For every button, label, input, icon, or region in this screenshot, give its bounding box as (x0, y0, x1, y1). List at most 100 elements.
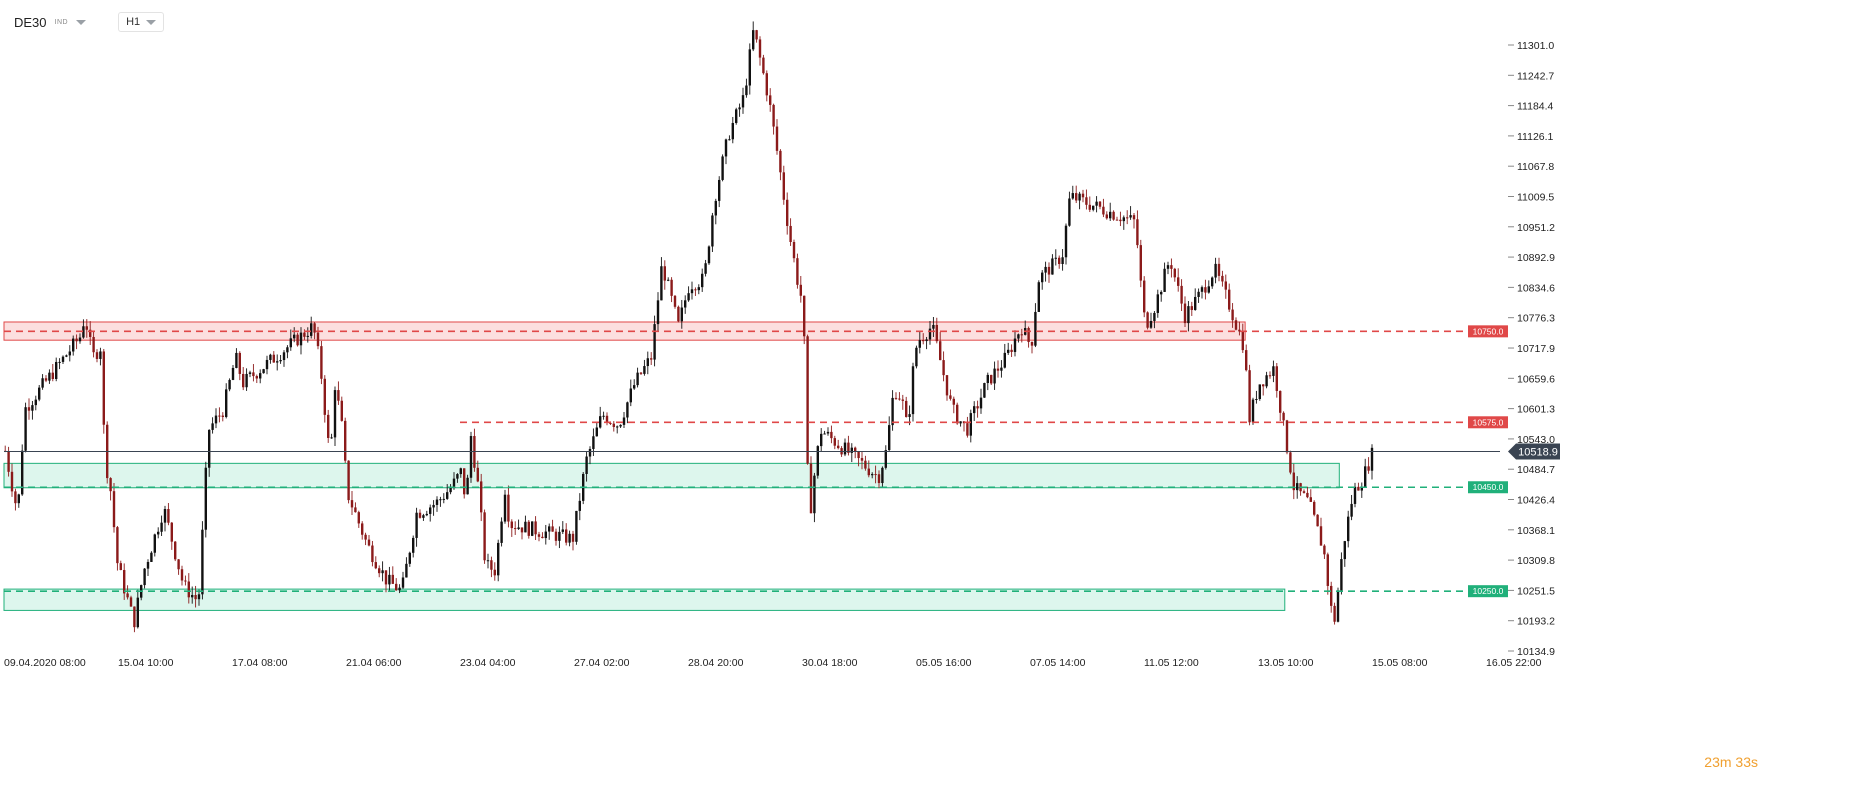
candle-body (248, 372, 252, 374)
candle-body (170, 522, 173, 542)
candle-body (663, 266, 666, 281)
candle-body (432, 504, 435, 508)
symbol-type: IND (54, 18, 69, 26)
candle-body (820, 433, 823, 447)
candle-body (571, 533, 575, 542)
candle-body (534, 521, 537, 535)
candle-body (928, 328, 932, 340)
y-tick-label: 10309.8 (1517, 555, 1555, 567)
symbol-selector[interactable]: DE30 IND (14, 15, 87, 30)
x-tick-label: 16.05 22:00 (1486, 657, 1542, 669)
candle-body (167, 508, 170, 523)
candle-body (160, 522, 163, 532)
candle-body (799, 284, 802, 296)
candle-body (1061, 257, 1064, 264)
candle-body (959, 421, 962, 424)
candle-body (503, 494, 507, 522)
candle-body (667, 279, 670, 281)
level-badge-label: 10750.0 (1473, 326, 1504, 336)
candle-body (27, 407, 31, 411)
candle-body (772, 104, 775, 127)
candle-body (527, 521, 530, 536)
y-tick-label: 11009.5 (1517, 191, 1554, 203)
candle-body (565, 529, 568, 543)
candle-body (463, 468, 466, 495)
candle-body (857, 451, 860, 459)
candle-body (1228, 289, 1231, 310)
candle-body (575, 510, 578, 542)
candle-body (180, 569, 184, 581)
candle-body (296, 334, 299, 346)
candle-body (72, 338, 75, 352)
candle-body (1238, 329, 1241, 332)
candle-body (452, 478, 456, 489)
y-tick-label: 10193.2 (1517, 616, 1555, 628)
candle-body (782, 172, 785, 200)
candle-body (1319, 526, 1323, 546)
candle-body (1020, 334, 1023, 336)
candle-body (602, 415, 605, 417)
timeframe-label: H1 (126, 16, 141, 28)
candle-body (378, 568, 381, 574)
x-tick-label: 15.05 08:00 (1372, 657, 1428, 669)
candle-body (265, 359, 269, 370)
candle-body (497, 542, 500, 576)
candle-body (1364, 466, 1367, 487)
candle-body (388, 574, 391, 585)
candle-body (626, 402, 629, 418)
level-zone-10450.0 (3, 462, 1340, 489)
candle-body (276, 361, 279, 363)
candle-body (208, 429, 211, 468)
candle-body (7, 451, 10, 472)
candle-body (85, 326, 88, 330)
timer-minutes-unit: m (1719, 754, 1732, 770)
candle-body (89, 329, 92, 337)
candle-body (731, 122, 734, 140)
candle-body (837, 445, 840, 449)
x-tick-label: 27.04 02:00 (574, 657, 630, 669)
candle-body (1007, 349, 1010, 353)
time-axis: 09.04.2020 08:00 15.04 10:00 17.04 08:00 21… (4, 657, 1542, 669)
y-tick-label: 11184.4 (1517, 101, 1554, 113)
candle-body (704, 263, 707, 274)
candle-body (986, 374, 989, 384)
candle-body (653, 324, 656, 360)
candle-body (918, 340, 921, 348)
candle-body (1200, 287, 1204, 292)
candle-body (51, 372, 54, 379)
candle-body (82, 326, 85, 338)
candle-body (796, 258, 799, 285)
candle-body (888, 425, 891, 451)
candle-body (568, 533, 571, 543)
candle-body (1054, 257, 1057, 259)
candle-body (520, 527, 524, 533)
candle-body (1037, 282, 1040, 312)
timer-minutes: 23 (1704, 754, 1720, 770)
candle-body (466, 477, 469, 495)
candle-body (218, 415, 221, 417)
candle-body (1296, 483, 1299, 491)
candle-body (174, 541, 177, 560)
candle-countdown: 23m 33s (1704, 754, 1758, 770)
candle-body (884, 450, 887, 468)
candle-body (61, 356, 65, 362)
candle-body (204, 467, 207, 530)
x-tick-label: 07.05 14:00 (1030, 657, 1086, 669)
candle-body (327, 414, 330, 438)
candle-body (146, 561, 150, 569)
candle-body (323, 378, 326, 415)
candle-body (1000, 367, 1003, 371)
candle-body (282, 352, 286, 361)
candle-body (330, 437, 333, 439)
candle-body (939, 341, 942, 361)
candle-body (650, 358, 653, 360)
candle-body (724, 139, 728, 157)
candle-body (1255, 398, 1258, 400)
candle-body (1309, 497, 1312, 502)
candle-body (762, 57, 765, 74)
candle-body (24, 407, 27, 451)
candle-body (157, 531, 160, 535)
candle-body (289, 338, 292, 348)
timeframe-selector[interactable]: H1 (118, 12, 165, 32)
